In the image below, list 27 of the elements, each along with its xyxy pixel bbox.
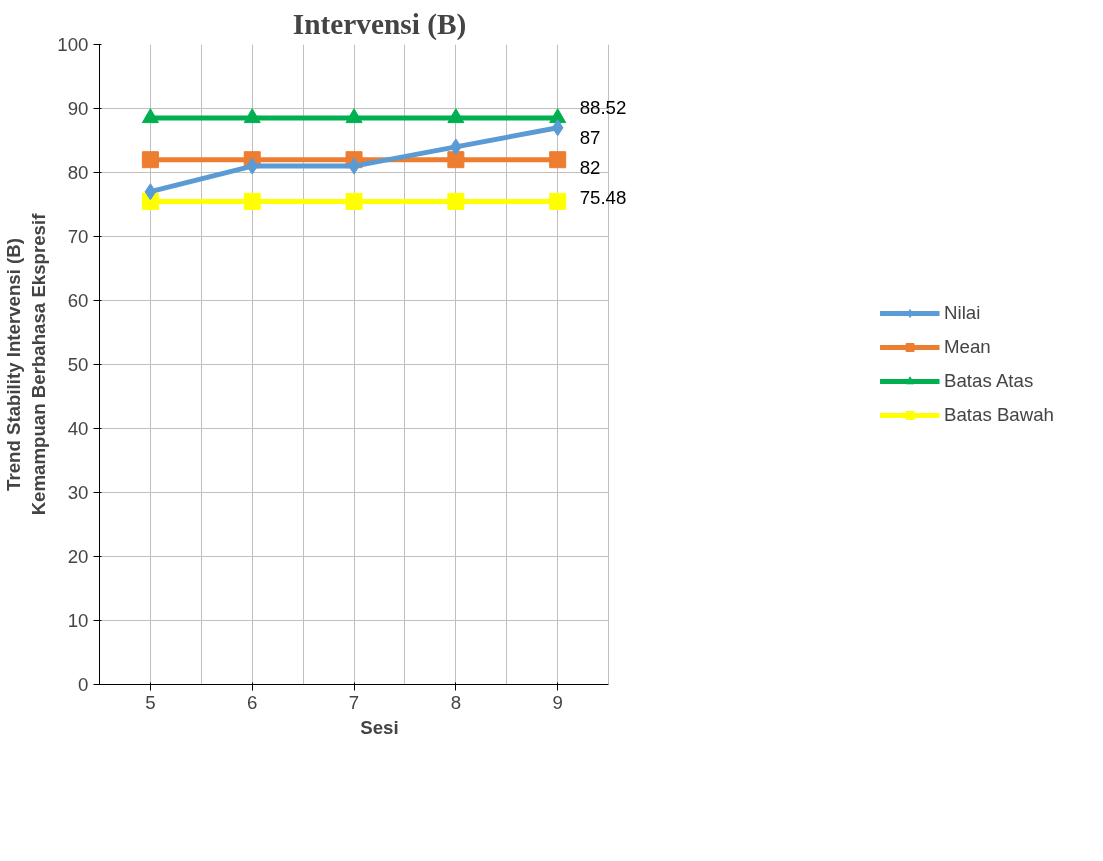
y-tick-label: 30 (67, 482, 89, 503)
y-tick-label: 0 (78, 674, 89, 695)
legend-label: Mean (944, 336, 991, 358)
y-tick-label: 50 (67, 354, 89, 375)
y-tick-label: 20 (67, 546, 89, 567)
y-tick-label: 10 (67, 610, 89, 631)
y-tick-label: 80 (67, 162, 89, 183)
y-tick-label: 70 (67, 226, 89, 247)
y-tick-label: 100 (57, 34, 89, 55)
x-axis-title: Sesi (360, 716, 399, 738)
data-label: 88.52 (579, 97, 627, 119)
y-axis-title: Trend Stability Intervensi (B) Kemampuan Berbahasa Ekspresif (3, 212, 50, 516)
x-tick-label: 9 (552, 691, 563, 713)
x-tick-label: 8 (450, 691, 462, 713)
data-label: 82 (579, 157, 601, 179)
x-tick-label: 7 (348, 691, 360, 713)
x-tick-label: 5 (145, 691, 156, 713)
data-label: 87 (579, 127, 601, 149)
legend-label: Batas Atas (944, 370, 1034, 392)
chart-title: Intervensi (B) (292, 7, 467, 41)
y-tick-label: 90 (67, 98, 89, 119)
legend-label: Batas Bawah (944, 404, 1054, 426)
data-label: 75.48 (579, 187, 627, 209)
y-tick-label: 40 (67, 418, 89, 439)
x-tick-label: 6 (247, 691, 258, 713)
y-tick-label: 60 (67, 290, 89, 311)
legend-label: Nilai (944, 302, 981, 324)
